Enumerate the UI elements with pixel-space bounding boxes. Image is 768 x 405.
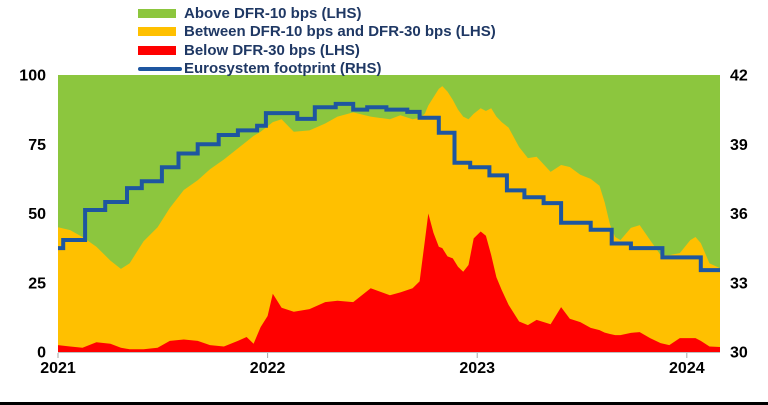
- legend-label: Eurosystem footprint (RHS): [184, 60, 382, 78]
- above-area-swatch-icon: [138, 8, 176, 18]
- footprint-line: [58, 101, 720, 273]
- between-area-swatch-icon: [138, 27, 176, 37]
- left-axis-tick-label: 25: [28, 275, 46, 292]
- legend-item-above: Above DFR-10 bps (LHS): [138, 4, 496, 23]
- x-axis-tick-label: 2023: [459, 360, 495, 377]
- legend-item-footprint: Eurosystem footprint (RHS): [138, 60, 496, 79]
- legend-item-below: Below DFR-30 bps (LHS): [138, 41, 496, 60]
- left-axis-tick-label: 0: [37, 345, 46, 362]
- legend-label: Above DFR-10 bps (LHS): [184, 4, 362, 22]
- x-axis-tick-label: 2024: [669, 360, 705, 377]
- left-axis-tick-label: 50: [28, 206, 46, 223]
- right-axis-tick-label: 39: [730, 137, 748, 154]
- below-area: [58, 213, 720, 352]
- left-axis-tick-label: 75: [28, 137, 46, 154]
- right-axis-tick-label: 42: [730, 68, 748, 85]
- x-axis-tick-label: 2021: [40, 360, 76, 377]
- bottom-divider-bar: [0, 402, 768, 405]
- right-axis-tick-label: 33: [730, 275, 748, 292]
- left-axis-tick-label: 100: [19, 68, 46, 85]
- right-axis-tick-label: 30: [730, 345, 748, 362]
- chart-legend: Above DFR-10 bps (LHS) Between DFR-10 bp…: [138, 4, 496, 78]
- legend-item-between: Between DFR-10 bps and DFR-30 bps (LHS): [138, 23, 496, 42]
- footprint-line-swatch-icon: [138, 66, 182, 71]
- right-axis-tick-label: 36: [730, 206, 748, 223]
- between-area: [58, 86, 720, 352]
- legend-label: Between DFR-10 bps and DFR-30 bps (LHS): [184, 23, 496, 41]
- legend-label: Below DFR-30 bps (LHS): [184, 41, 360, 59]
- below-area-swatch-icon: [138, 45, 176, 55]
- x-axis-tick-label: 2022: [250, 360, 286, 377]
